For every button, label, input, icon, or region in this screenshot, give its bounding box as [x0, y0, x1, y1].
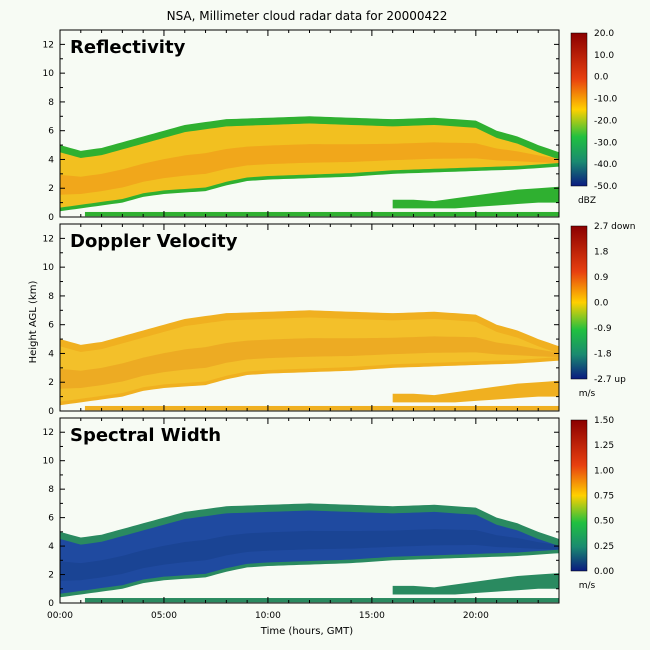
colorbar-tick-label: 0.50 — [594, 517, 614, 527]
y-tick-label: 10 — [43, 69, 55, 79]
figure-title: NSA, Millimeter cloud radar data for 200… — [167, 9, 448, 23]
colorbar-tick-label: -50.0 — [594, 182, 618, 192]
colorbar-tick-label: -10.0 — [594, 95, 618, 105]
low-cloud-layer — [392, 186, 559, 209]
colorbar-tick-label: 0.0 — [594, 299, 609, 309]
panel-3: 0 2 4 6 8 10 12 Spectral Width 1.50 1.25 1.00 0.75 0… — [43, 416, 615, 609]
colorbar-tick-label: -0.9 — [594, 324, 612, 334]
y-tick-label: 0 — [48, 213, 54, 223]
x-tick-label: 05:00 — [151, 611, 177, 621]
y-tick-label: 2 — [48, 378, 54, 388]
colorbar-tick-label: 20.0 — [594, 29, 614, 39]
colorbar-tick-label: 0.75 — [594, 492, 614, 502]
x-tick-label: 10:00 — [255, 611, 281, 621]
panel-1: 0 2 4 6 8 10 12 Reflectivity 20.0 10.0 0.0 -10.0 -20… — [43, 29, 618, 223]
y-tick-label: 4 — [48, 542, 54, 552]
colorbar-tick-label: 1.00 — [594, 466, 614, 476]
y-tick-label: 2 — [48, 184, 54, 194]
colorbar-tick-label: 0.00 — [594, 567, 614, 577]
panel-label: Doppler Velocity — [70, 231, 238, 252]
cloud-core — [60, 142, 559, 195]
x-tick-label: 20:00 — [463, 611, 489, 621]
y-tick-label: 10 — [43, 457, 55, 467]
y-tick-label: 10 — [43, 263, 55, 273]
colorbar-tick-label: -30.0 — [594, 138, 618, 148]
panel-label: Reflectivity — [70, 37, 186, 58]
colorbar-unit: m/s — [579, 389, 596, 399]
y-tick-label: 2 — [48, 571, 54, 581]
low-cloud-layer — [392, 380, 559, 403]
colorbar — [570, 225, 588, 380]
surface-band — [84, 598, 559, 603]
y-axis-label: Height AGL (km) — [28, 281, 39, 364]
colorbar-tick-label: -2.7 up — [594, 375, 626, 385]
low-cloud-layer — [392, 573, 559, 595]
colorbar-unit: m/s — [579, 581, 596, 591]
y-tick-label: 12 — [43, 428, 54, 438]
colorbar — [570, 32, 588, 187]
x-axis-label: Time (hours, GMT) — [260, 626, 354, 637]
y-tick-label: 4 — [48, 155, 54, 165]
y-tick-label: 6 — [48, 127, 54, 137]
surface-band — [84, 405, 559, 411]
y-tick-label: 12 — [43, 40, 54, 50]
colorbar-unit: dBZ — [578, 196, 596, 206]
colorbar-tick-label: -20.0 — [594, 116, 618, 126]
colorbar-tick-label: -1.8 — [594, 350, 612, 360]
colorbar-tick-label: 0.9 — [594, 273, 609, 283]
y-tick-label: 8 — [48, 292, 54, 302]
x-tick-label: 00:00 — [47, 611, 73, 621]
surface-band — [84, 211, 559, 217]
y-tick-label: 4 — [48, 349, 54, 359]
colorbar-tick-label: 0.0 — [594, 73, 609, 83]
y-tick-label: 6 — [48, 514, 54, 524]
panel-label: Spectral Width — [70, 425, 221, 446]
cloud-core — [60, 529, 559, 581]
colorbar-tick-label: 0.25 — [594, 542, 614, 552]
colorbar-tick-label: 1.8 — [594, 248, 609, 258]
y-tick-label: 0 — [48, 599, 54, 609]
colorbar-tick-label: -40.0 — [594, 160, 618, 170]
colorbar-tick-label: 10.0 — [594, 51, 614, 61]
y-tick-label: 8 — [48, 485, 54, 495]
x-tick-label: 15:00 — [359, 611, 385, 621]
colorbar — [570, 419, 588, 572]
colorbar-tick-label: 2.7 down — [594, 222, 635, 232]
y-tick-label: 0 — [48, 407, 54, 417]
cloud-core — [60, 336, 559, 389]
y-tick-label: 12 — [43, 234, 54, 244]
y-tick-label: 8 — [48, 98, 54, 108]
colorbar-tick-label: 1.25 — [594, 441, 614, 451]
colorbar-tick-label: 1.50 — [594, 416, 614, 426]
panel-2: 0 2 4 6 8 10 12 Doppler Velocity 2.7 down 1.8 0.9 0… — [43, 222, 636, 417]
y-tick-label: 6 — [48, 321, 54, 331]
